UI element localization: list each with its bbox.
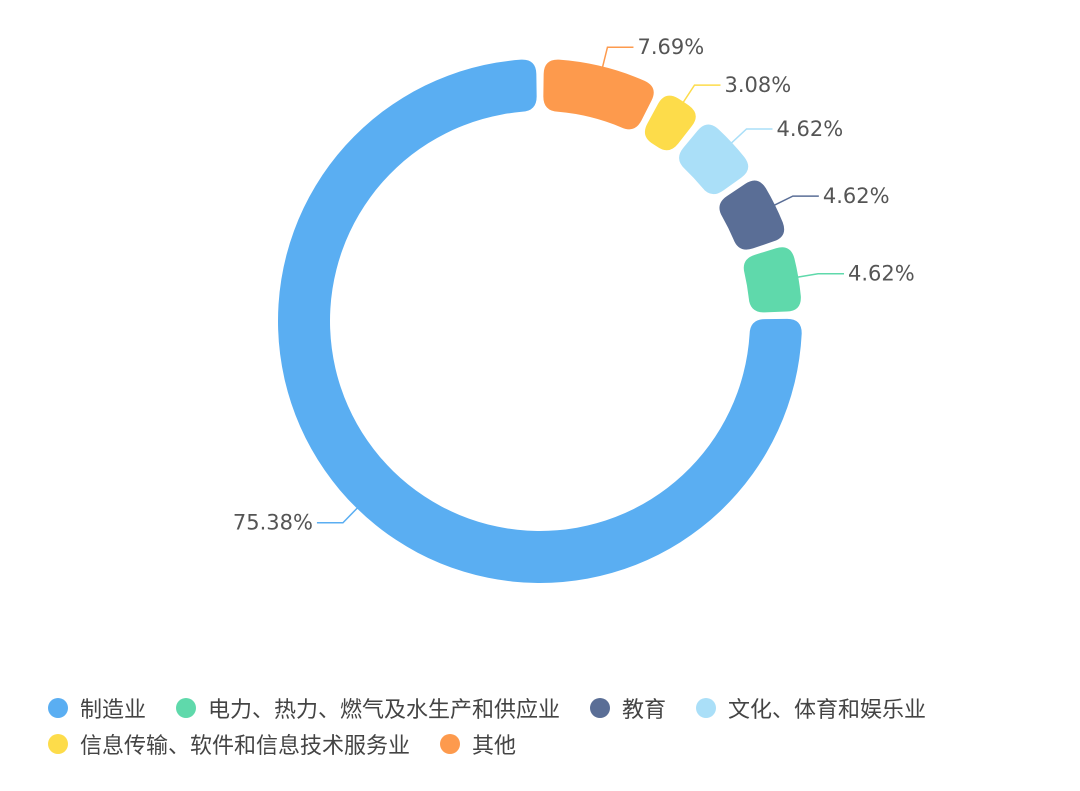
legend-marker <box>440 734 461 754</box>
leader-lines <box>316 46 845 524</box>
legend-label: 电力、热力、燃气及水生产和供应业 <box>208 698 561 723</box>
slice-education[interactable] <box>719 180 785 250</box>
data-label-utilities: 4.62% <box>848 262 915 286</box>
leader-line-culture-sports <box>729 128 773 145</box>
slice-other[interactable] <box>543 59 654 130</box>
legend-item-education[interactable]: 教育 <box>590 692 666 724</box>
donut-slices <box>278 59 802 583</box>
legend-marker <box>48 698 68 718</box>
chart-legend: 制造业 电力、热力、燃气及水生产和供应业 教育 文化、体育和娱乐业 信息传输、软… <box>48 690 1058 762</box>
data-label-culture-sports: 4.62% <box>777 117 844 141</box>
legend-item-it-services[interactable]: 信息传输、软件和信息技术服务业 <box>48 728 410 760</box>
data-label-education: 4.62% <box>823 184 890 208</box>
legend-item-culture-sports[interactable]: 文化、体育和娱乐业 <box>696 692 926 724</box>
legend-marker <box>590 698 611 718</box>
legend-label: 制造业 <box>80 698 147 723</box>
legend-item-manufacturing[interactable]: 制造业 <box>48 692 146 724</box>
legend-label: 其他 <box>472 734 517 759</box>
legend-item-utilities[interactable]: 电力、热力、燃气及水生产和供应业 <box>176 692 560 724</box>
leader-line-it-services <box>681 84 721 104</box>
data-label-it-services: 3.08% <box>725 73 792 97</box>
data-labels: 75.38% 4.62% 4.62% 4.62% 3.08% 7.69% <box>233 35 915 535</box>
legend-row-2: 信息传输、软件和信息技术服务业 其他 <box>48 726 1058 762</box>
slice-utilities[interactable] <box>743 247 801 313</box>
leader-line-other <box>601 46 634 69</box>
data-label-other: 7.69% <box>637 35 704 59</box>
legend-marker <box>696 698 717 718</box>
slice-it-services[interactable] <box>644 95 696 151</box>
legend-label: 文化、体育和娱乐业 <box>728 698 927 723</box>
slice-culture-sports[interactable] <box>679 124 749 195</box>
legend-label: 信息传输、软件和信息技术服务业 <box>80 734 411 759</box>
legend-marker <box>48 734 68 754</box>
donut-chart: 75.38% 4.62% 4.62% 4.62% 3.08% 7.69% <box>233 35 915 583</box>
leader-line-education <box>772 195 819 207</box>
legend-label: 教育 <box>622 698 667 723</box>
legend-item-other[interactable]: 其他 <box>440 728 516 760</box>
data-label-manufacturing: 75.38% <box>233 511 313 535</box>
legend-row-1: 制造业 电力、热力、燃气及水生产和供应业 教育 文化、体育和娱乐业 <box>48 690 1058 726</box>
legend-marker <box>176 698 197 718</box>
leader-line-utilities <box>796 272 845 279</box>
leader-line-manufacturing <box>316 506 359 524</box>
